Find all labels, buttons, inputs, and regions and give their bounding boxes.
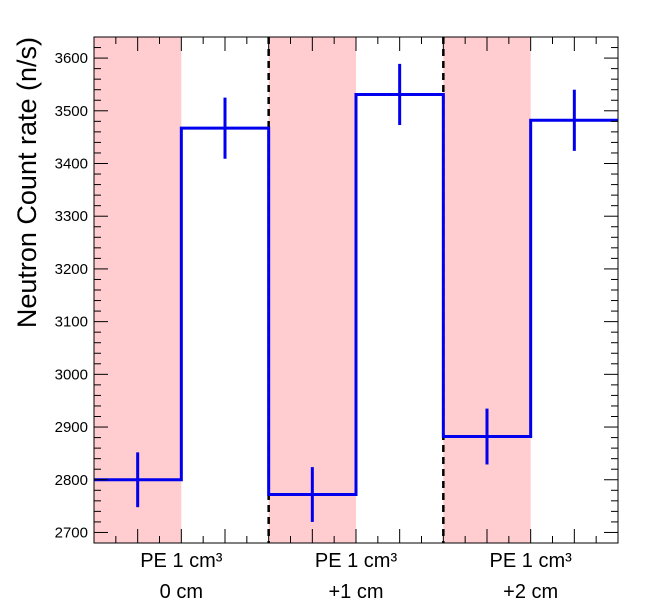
category-label-line2: +1 cm [328, 581, 383, 603]
y-tick-label: 3500 [55, 103, 88, 120]
y-axis-title: Neutron Count rate (n/s) [12, 37, 42, 328]
shaded-bin-2 [268, 37, 356, 543]
histogram-line [94, 92, 618, 497]
y-tick-label: 2800 [55, 472, 88, 489]
category-label-line1: PE 1 cm³ [490, 550, 573, 572]
shaded-regions [94, 37, 531, 543]
y-tick-label: 3300 [55, 208, 88, 225]
x-categories: PE 1 cm³ 0 cm PE 1 cm³ +1 cm PE 1 cm³ +2 cm [140, 550, 572, 603]
shaded-bin-4 [443, 37, 531, 543]
category-label-line2: 0 cm [160, 581, 203, 603]
category-label-line1: PE 1 cm³ [315, 550, 398, 572]
x-ticks [93, 37, 619, 543]
y-tick-label: 3000 [55, 366, 88, 383]
category-label-line1: PE 1 cm³ [140, 550, 223, 572]
y-tick-label: 3100 [55, 314, 88, 331]
error-bars [136, 63, 576, 522]
y-tick-label: 2900 [55, 419, 88, 436]
category-label-line2: +2 cm [503, 581, 558, 603]
y-tick-label: 3600 [55, 50, 88, 67]
y-tick-label: 3400 [55, 156, 88, 173]
histogram [94, 92, 618, 497]
y-tick-label: 2700 [55, 524, 88, 541]
y-ticks: 2700 2800 2900 3000 3100 3200 3300 3400 3500 3600 [55, 36, 618, 544]
y-tick-label: 3200 [55, 261, 88, 278]
